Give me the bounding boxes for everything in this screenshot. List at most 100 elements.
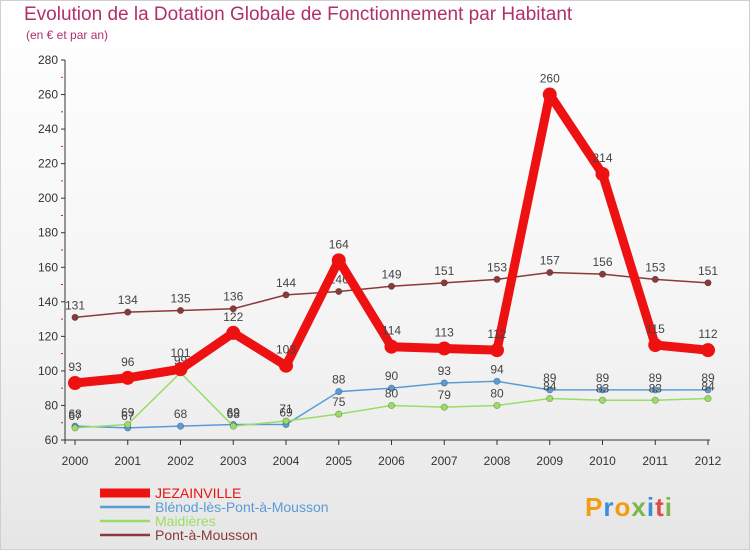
- data-label: 80: [385, 386, 399, 400]
- data-point: [124, 308, 132, 316]
- data-point: [598, 386, 606, 394]
- data-label: 260: [540, 72, 560, 86]
- data-label: 144: [276, 276, 296, 290]
- y-tick-label: 240: [38, 122, 58, 136]
- legend-entry: Maidières: [155, 513, 216, 529]
- data-label: 149: [381, 267, 401, 281]
- x-tick-label: 2002: [167, 454, 194, 468]
- y-tick-label: 260: [38, 88, 58, 102]
- data-point: [704, 386, 712, 394]
- y-tick-label: 80: [45, 398, 59, 412]
- data-label: 79: [438, 388, 452, 402]
- data-point: [546, 386, 554, 394]
- data-point: [229, 422, 237, 430]
- data-label: 83: [596, 381, 610, 395]
- x-tick-label: 2001: [114, 454, 141, 468]
- data-point: [387, 384, 395, 392]
- data-point: [598, 270, 606, 278]
- data-label: 112: [698, 327, 717, 341]
- data-label: 69: [227, 405, 241, 419]
- data-label: 90: [385, 369, 399, 383]
- data-label: 89: [543, 371, 557, 385]
- x-tick-label: 2011: [642, 454, 668, 468]
- data-point: [387, 401, 395, 409]
- data-label: 68: [174, 407, 188, 421]
- data-label: 89: [649, 371, 663, 385]
- data-label: 103: [276, 343, 296, 357]
- y-tick-label: 140: [38, 295, 58, 309]
- data-label: 68: [68, 407, 82, 421]
- data-point: [120, 370, 135, 385]
- chart-title: Evolution de la Dotation Globale de Fonc…: [24, 4, 573, 25]
- data-point: [440, 403, 448, 411]
- data-label: 157: [540, 253, 560, 267]
- data-label: 151: [434, 264, 454, 278]
- data-point: [493, 401, 501, 409]
- data-label: 164: [329, 237, 349, 251]
- y-tick-label: 60: [45, 433, 59, 447]
- y-tick-label: 120: [38, 329, 58, 343]
- data-point: [440, 279, 448, 287]
- data-point: [440, 379, 448, 387]
- data-label: 75: [332, 395, 346, 409]
- x-tick-label: 2005: [325, 454, 352, 468]
- data-point: [335, 410, 343, 418]
- data-point: [598, 396, 606, 404]
- data-label: 113: [435, 325, 454, 339]
- data-point: [229, 305, 237, 313]
- data-label: 114: [382, 324, 401, 338]
- data-point: [546, 395, 554, 403]
- data-point: [493, 377, 501, 385]
- y-tick-label: 100: [38, 364, 58, 378]
- data-label: 135: [170, 291, 190, 305]
- data-label: 136: [223, 290, 243, 304]
- data-label: 153: [645, 260, 665, 274]
- data-point: [282, 291, 290, 299]
- data-label: 93: [68, 360, 82, 374]
- y-tick-label: 280: [38, 53, 58, 67]
- data-point: [595, 167, 610, 181]
- data-label: 89: [701, 371, 715, 385]
- x-tick-label: 2000: [62, 454, 89, 468]
- legend-entry: Pont-à-Mousson: [155, 527, 258, 543]
- data-label: 115: [646, 322, 665, 336]
- x-tick-label: 2010: [589, 454, 616, 468]
- data-point: [177, 422, 185, 430]
- data-label: 69: [121, 405, 135, 419]
- data-point: [704, 279, 712, 287]
- data-label: 151: [698, 264, 718, 278]
- data-point: [71, 313, 79, 321]
- data-label: 68: [227, 407, 241, 421]
- data-point: [177, 306, 185, 314]
- data-label: 88: [332, 373, 346, 387]
- data-label: 214: [592, 151, 612, 165]
- data-label: 101: [170, 346, 190, 360]
- data-label: 94: [490, 362, 504, 376]
- y-tick-label: 160: [38, 260, 58, 274]
- data-label: 153: [487, 260, 507, 274]
- data-point: [437, 341, 452, 356]
- data-label: 134: [118, 293, 138, 307]
- data-point: [282, 417, 290, 425]
- x-tick-label: 2012: [695, 454, 722, 468]
- data-point: [704, 395, 712, 403]
- data-point: [335, 287, 343, 295]
- legend-entry: Blénod-lès-Pont-à-Mousson: [155, 499, 329, 515]
- x-tick-label: 2007: [431, 454, 458, 468]
- data-point: [173, 362, 188, 377]
- data-point: [331, 253, 346, 268]
- data-label: 83: [649, 381, 663, 395]
- data-point: [226, 325, 241, 340]
- data-label: 67: [68, 409, 82, 423]
- data-label: 131: [65, 298, 85, 312]
- x-tick-label: 2006: [378, 454, 405, 468]
- data-point: [384, 339, 399, 354]
- data-label: 122: [223, 310, 243, 324]
- data-label: 67: [121, 409, 135, 423]
- data-point: [71, 424, 79, 432]
- data-point: [493, 275, 501, 283]
- data-point: [387, 282, 395, 290]
- data-label: 96: [121, 355, 135, 369]
